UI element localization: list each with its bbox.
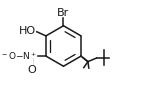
Text: Br: Br	[57, 8, 70, 18]
Text: $^-$O$-$N$^+$: $^-$O$-$N$^+$	[0, 50, 37, 62]
Text: O: O	[27, 65, 36, 75]
Text: HO: HO	[19, 26, 36, 36]
